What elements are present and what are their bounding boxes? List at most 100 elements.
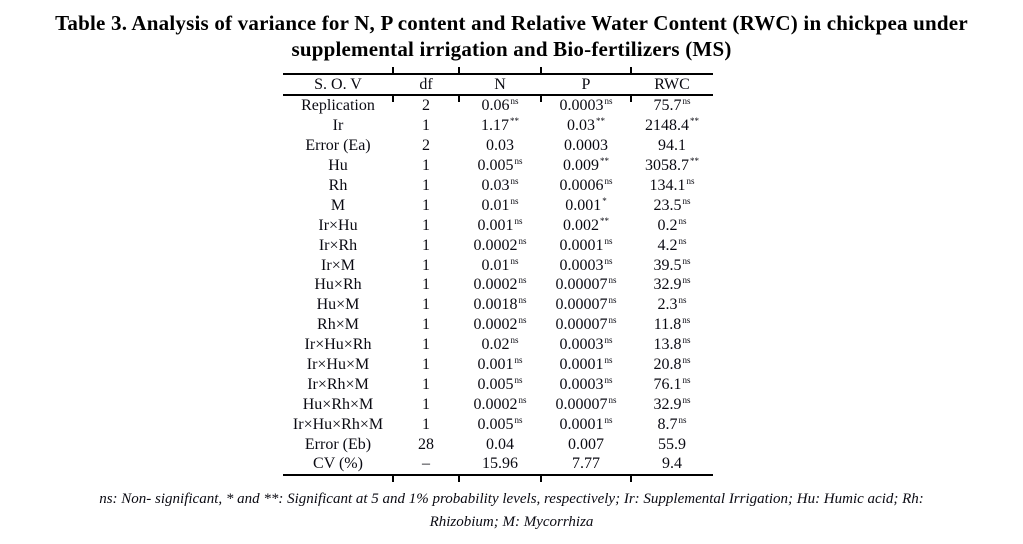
p-value: 0.0001 bbox=[559, 236, 604, 254]
significance-superscript: * bbox=[602, 195, 607, 206]
n-cell: 0.005ns bbox=[459, 374, 541, 394]
n-cell: 0.0018ns bbox=[459, 295, 541, 315]
significance-superscript: ns bbox=[682, 195, 691, 206]
significance-superscript: ns bbox=[682, 255, 691, 266]
table-row: Error (Eb) 28 0.04 0.007 55.9 bbox=[283, 434, 713, 454]
table-row: Ir×Hu×M 1 0.001ns 0.0001ns 20.8ns bbox=[283, 355, 713, 375]
sov-value: Ir×Rh bbox=[318, 236, 358, 254]
n-cell: 0.04 bbox=[459, 434, 541, 454]
df-cell: 1 bbox=[393, 315, 459, 335]
significance-superscript: ns bbox=[604, 335, 613, 346]
sov-value: Ir×Rh×M bbox=[307, 375, 369, 393]
sov-value: M bbox=[330, 196, 346, 214]
significance-superscript: ns bbox=[608, 394, 617, 405]
n-value: 0.0002 bbox=[473, 316, 518, 334]
p-cell: 0.0003ns bbox=[541, 255, 631, 275]
p-cell: 0.002** bbox=[541, 215, 631, 235]
df-cell: 1 bbox=[393, 116, 459, 136]
rwc-cell: 55.9 bbox=[631, 434, 713, 454]
p-cell: 0.0006ns bbox=[541, 176, 631, 196]
sov-cell: Ir×Rh bbox=[283, 235, 393, 255]
p-value: 0.00007 bbox=[555, 395, 608, 413]
significance-superscript: ns bbox=[682, 315, 691, 326]
anova-table: S. O. V df N P RWC Replication 2 0.06ns 0.0… bbox=[283, 68, 713, 482]
rwc-cell: 76.1ns bbox=[631, 374, 713, 394]
df-value: – bbox=[422, 455, 430, 473]
significance-superscript: ** bbox=[690, 116, 699, 127]
df-value: 2 bbox=[422, 137, 430, 155]
table-row: M 1 0.01ns 0.001* 23.5ns bbox=[283, 195, 713, 215]
n-cell: 0.0002ns bbox=[459, 235, 541, 255]
df-cell: 1 bbox=[393, 176, 459, 196]
rwc-value: 20.8 bbox=[653, 356, 682, 374]
table-row: Ir×Hu×Rh 1 0.02ns 0.0003ns 13.8ns bbox=[283, 335, 713, 355]
rwc-cell: 94.1 bbox=[631, 136, 713, 156]
p-value: 0.0006 bbox=[559, 177, 604, 194]
significance-superscript: ns bbox=[518, 295, 527, 306]
sov-cell: Error (Eb) bbox=[283, 434, 393, 454]
rwc-cell: 39.5ns bbox=[631, 255, 713, 275]
sov-value: Ir×Hu×M bbox=[306, 356, 370, 374]
significance-superscript: ns bbox=[608, 295, 617, 306]
rwc-cell: 8.7ns bbox=[631, 414, 713, 434]
p-value: 0.0003 bbox=[559, 97, 604, 115]
df-value: 1 bbox=[422, 336, 430, 354]
rwc-cell: 32.9ns bbox=[631, 394, 713, 414]
sov-value: Rh×M bbox=[317, 316, 359, 334]
significance-superscript: ns bbox=[604, 255, 613, 266]
significance-superscript: ** bbox=[690, 156, 699, 167]
n-value: 0.0002 bbox=[473, 236, 518, 254]
table-row: CV (%) – 15.96 7.77 9.4 bbox=[283, 454, 713, 482]
n-value: 0.001 bbox=[477, 356, 514, 374]
table-row: Ir×Rh×M 1 0.005ns 0.0003ns 76.1ns bbox=[283, 374, 713, 394]
sov-cell: M bbox=[283, 195, 393, 215]
rwc-value: 94.1 bbox=[658, 137, 686, 155]
significance-superscript: ns bbox=[518, 275, 527, 286]
rwc-cell: 2.3ns bbox=[631, 295, 713, 315]
significance-superscript: ns bbox=[510, 176, 519, 186]
df-cell: 28 bbox=[393, 434, 459, 454]
significance-superscript: ** bbox=[600, 156, 609, 167]
sov-cell: Hu×Rh bbox=[283, 275, 393, 295]
table-row: Ir 1 1.17** 0.03** 2148.4** bbox=[283, 116, 713, 136]
df-cell: 1 bbox=[393, 195, 459, 215]
df-cell: 1 bbox=[393, 156, 459, 176]
sov-value: Ir×Hu×Rh bbox=[304, 336, 372, 354]
df-value: 1 bbox=[422, 196, 430, 214]
rwc-value: 13.8 bbox=[653, 336, 682, 354]
df-cell: 1 bbox=[393, 255, 459, 275]
p-value: 0.00007 bbox=[555, 276, 608, 294]
rwc-cell: 32.9ns bbox=[631, 275, 713, 295]
df-cell: 1 bbox=[393, 215, 459, 235]
significance-superscript: ns bbox=[510, 255, 519, 266]
sov-cell: CV (%) bbox=[283, 454, 393, 476]
rwc-cell: 9.4 bbox=[630, 454, 713, 482]
significance-superscript: ** bbox=[596, 116, 605, 127]
sov-value: Hu bbox=[328, 157, 348, 175]
sov-value: Hu×Rh×M bbox=[302, 395, 374, 413]
sov-cell: Ir×Hu bbox=[283, 215, 393, 235]
rwc-value: 32.9 bbox=[653, 395, 682, 413]
df-cell: – bbox=[392, 454, 459, 482]
significance-superscript: ns bbox=[514, 156, 523, 167]
n-value: 0.04 bbox=[486, 435, 514, 453]
rwc-cell: 23.5ns bbox=[631, 195, 713, 215]
table-row: Hu 1 0.005ns 0.009** 3058.7** bbox=[283, 156, 713, 176]
sov-cell: Replication bbox=[283, 95, 393, 116]
p-value: 0.009 bbox=[563, 157, 599, 175]
sov-cell: Ir bbox=[283, 116, 393, 136]
p-cell: 0.009** bbox=[541, 156, 631, 176]
p-value: 7.77 bbox=[572, 455, 600, 473]
p-value: 0.002 bbox=[563, 216, 599, 234]
table-row: Ir×Rh 1 0.0002ns 0.0001ns 4.2ns bbox=[283, 235, 713, 255]
p-value: 0.03 bbox=[567, 117, 595, 135]
n-value: 0.0002 bbox=[473, 395, 518, 413]
anova-table-body: Replication 2 0.06ns 0.0003ns 75.7ns Ir 1 1.17*… bbox=[283, 95, 713, 482]
n-value: 0.06 bbox=[481, 97, 510, 115]
table-row: Hu×M 1 0.0018ns 0.00007ns 2.3ns bbox=[283, 295, 713, 315]
n-value: 0.02 bbox=[481, 336, 510, 354]
p-cell: 0.00007ns bbox=[541, 295, 631, 315]
p-value: 0.0003 bbox=[559, 336, 604, 354]
rwc-value: 11.8 bbox=[653, 316, 682, 334]
